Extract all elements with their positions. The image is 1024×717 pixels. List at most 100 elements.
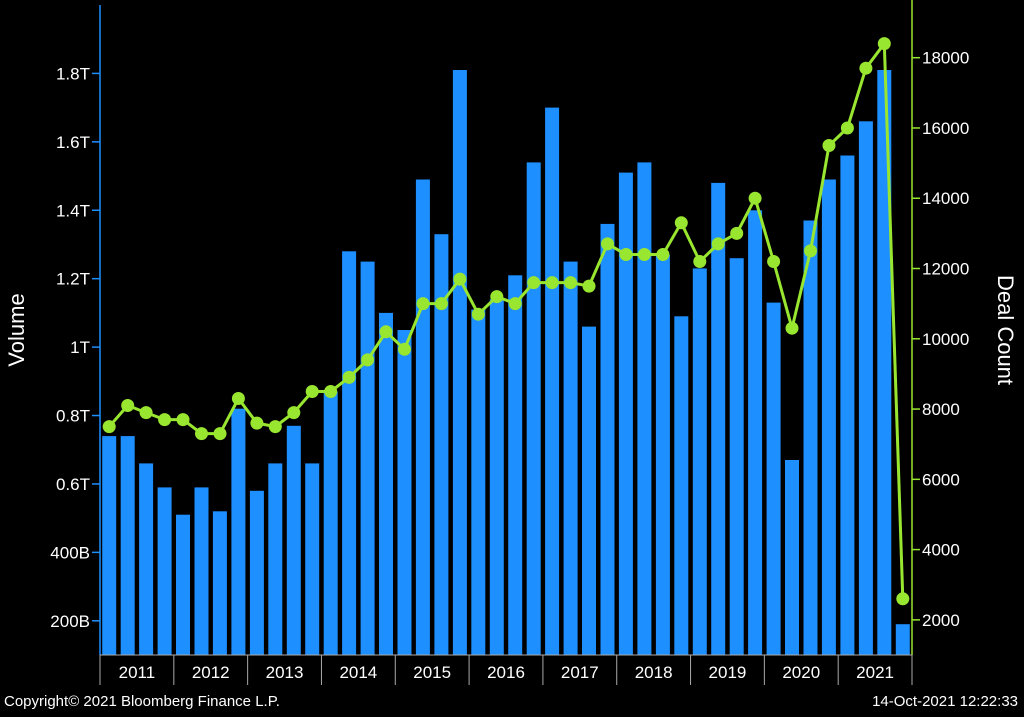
- deal-count-point: [434, 297, 448, 311]
- deal-count-point: [305, 385, 319, 398]
- left-axis-tick-label: 400B: [50, 543, 90, 562]
- deal-count-point: [693, 255, 707, 268]
- deal-count-point: [619, 248, 633, 261]
- volume-bar: [637, 162, 652, 655]
- copyright-text: Copyright© 2021 Bloomberg Finance L.P.: [4, 693, 280, 710]
- right-axis-tick-label: 12000: [922, 260, 969, 279]
- deal-count-point: [785, 321, 799, 335]
- volume-bar: [176, 514, 190, 655]
- right-axis-tick-label: 10000: [922, 330, 969, 349]
- x-axis-year-label: 2016: [487, 663, 525, 682]
- right-axis-title: Deal Count: [993, 275, 1018, 385]
- volume-bar: [452, 70, 467, 655]
- deal-count-series-line: [108, 39, 905, 599]
- volume-bar: [618, 172, 633, 655]
- deal-count-point: [859, 61, 873, 75]
- volume-bar: [231, 408, 246, 655]
- left-axis-tick-label: 1T: [70, 338, 90, 357]
- deal-count-point: [342, 370, 356, 384]
- deal-count-point: [748, 191, 762, 205]
- deal-count-point: [877, 37, 891, 51]
- volume-bar: [674, 316, 689, 655]
- timestamp-text: 14-Oct-2021 12:22:33: [872, 693, 1018, 710]
- deal-count-point: [508, 297, 522, 311]
- x-axis-year-label: 2013: [266, 663, 304, 682]
- deal-count-point: [250, 416, 264, 430]
- volume-bar: [655, 254, 670, 655]
- left-axis-tick-label: 1.6T: [56, 133, 90, 152]
- deal-count-point: [324, 385, 338, 398]
- deal-count-point: [527, 276, 541, 290]
- x-axis-year-label: 2017: [561, 663, 599, 682]
- volume-bar: [102, 436, 117, 655]
- volume-bar: [249, 490, 264, 655]
- volume-bar: [157, 487, 172, 655]
- axes: 200B 400B 0.6T 0.8T 1T 1.2T 1.4T 1.6T 1.8T 2000 40…: [50, 0, 969, 685]
- deal-count-point: [637, 248, 651, 261]
- volume-bar: [729, 258, 744, 655]
- deal-count-point: [102, 420, 116, 434]
- left-axis-title: Volume: [4, 293, 29, 366]
- deal-count-point: [656, 248, 670, 261]
- volume-bar: [120, 436, 135, 655]
- volume-bar: [711, 182, 726, 655]
- right-axis-tick-label: 8000: [922, 400, 960, 419]
- deal-count-point: [121, 399, 135, 412]
- volume-bar: [692, 268, 707, 655]
- volume-bar: [212, 511, 227, 655]
- x-axis-year-label: 2011: [119, 663, 156, 682]
- deal-count-point: [674, 216, 688, 230]
- deal-count-point: [804, 244, 817, 258]
- volume-bar: [139, 463, 154, 655]
- volume-bar: [397, 330, 412, 655]
- volume-bar: [194, 487, 209, 655]
- deal-count-point: [213, 427, 227, 441]
- deal-count-point: [287, 406, 301, 420]
- x-axis-year-label: 2012: [192, 663, 230, 682]
- right-axis-tick-label: 14000: [922, 189, 969, 208]
- deal-count-point: [564, 276, 578, 290]
- deal-count-point: [158, 413, 172, 427]
- left-axis-tick-label: 1.2T: [56, 270, 90, 289]
- volume-bar: [526, 162, 541, 655]
- volume-bar: [489, 299, 504, 655]
- x-axis-year-label: 2020: [782, 663, 820, 682]
- left-axis-tick-label: 0.8T: [56, 407, 90, 426]
- right-axis-tick-label: 16000: [922, 119, 969, 138]
- right-axis-tick-label: 2000: [922, 611, 960, 630]
- x-axis-year-label: 2014: [339, 663, 377, 682]
- x-axis-year-label: 2019: [709, 663, 747, 682]
- deal-count-point: [840, 121, 854, 135]
- deal-count-point: [471, 307, 485, 321]
- volume-bar: [748, 210, 763, 656]
- deal-count-point: [231, 392, 245, 405]
- deal-count-point: [545, 276, 559, 290]
- x-axis-year-label: 2015: [413, 663, 451, 682]
- right-axis-tick-label: 6000: [922, 470, 960, 489]
- right-axis-tick-label: 18000: [922, 49, 969, 68]
- left-axis-tick-label: 0.6T: [56, 475, 90, 494]
- volume-bar: [360, 261, 375, 655]
- deal-count-point: [730, 226, 744, 240]
- volume-bar: [563, 261, 578, 655]
- deal-count-point: [139, 406, 153, 420]
- deal-count-line: [102, 37, 910, 606]
- volume-bars: [102, 70, 910, 656]
- volume-bar: [545, 107, 560, 656]
- deal-count-point: [176, 413, 190, 427]
- left-axis-tick-label: 200B: [50, 612, 90, 631]
- volume-bar: [858, 121, 873, 656]
- volume-bar: [821, 179, 836, 655]
- deal-count-point: [416, 297, 430, 311]
- volume-bar: [342, 251, 357, 656]
- x-axis-year-label: 2018: [635, 663, 673, 682]
- deal-count-point: [896, 592, 910, 606]
- left-axis-tick-label: 1.8T: [56, 64, 90, 83]
- deal-count-point: [601, 237, 614, 251]
- deal-count-point: [379, 325, 393, 339]
- volume-bar: [600, 223, 615, 655]
- volume-bar: [877, 70, 892, 655]
- volume-bar: [471, 309, 486, 655]
- deal-count-point: [195, 427, 208, 441]
- deal-count-point: [490, 290, 504, 304]
